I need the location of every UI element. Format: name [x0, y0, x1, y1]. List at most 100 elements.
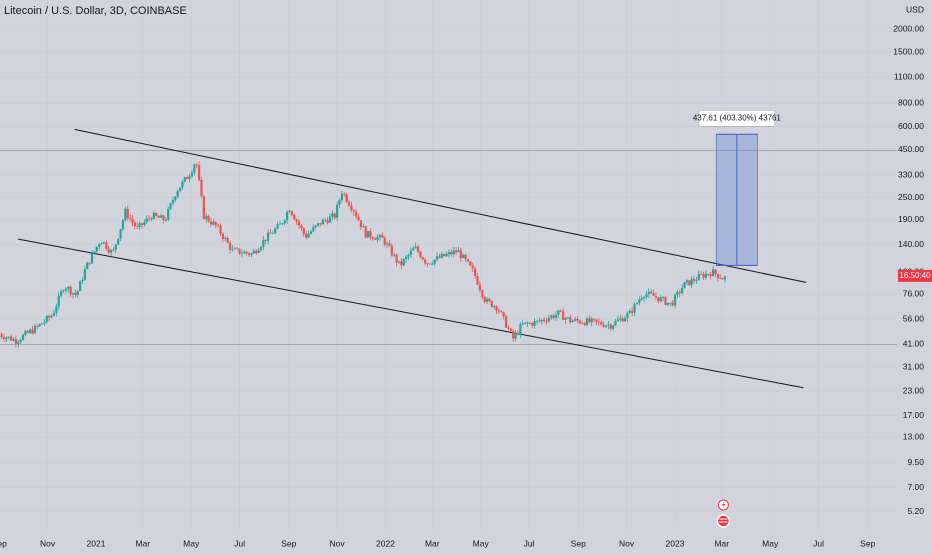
candle-body	[74, 293, 76, 295]
candle-body	[541, 320, 543, 321]
candle-body	[238, 249, 240, 254]
us-flag-icon[interactable]	[717, 515, 729, 527]
candle-body	[300, 225, 302, 228]
candle-body	[129, 218, 131, 219]
candle-body	[531, 323, 533, 326]
candle-body	[12, 339, 14, 340]
candle-body	[169, 203, 171, 209]
candle-body	[695, 280, 697, 281]
candle-body	[403, 259, 405, 265]
candle-body	[672, 303, 674, 306]
candle-body	[93, 251, 95, 253]
candle-body	[412, 248, 414, 250]
candle-body	[517, 333, 519, 334]
candle-body	[434, 260, 436, 264]
candle-body	[29, 330, 31, 333]
candle-body	[5, 338, 7, 340]
candle-body	[455, 250, 457, 252]
candle-body	[334, 214, 336, 218]
candle-body	[143, 222, 145, 225]
candle-body	[346, 194, 348, 201]
candle-body	[89, 263, 91, 264]
candle-body	[53, 313, 55, 316]
candle-body	[327, 220, 329, 222]
y-tick-label: 140.00	[898, 239, 924, 249]
candle-body	[505, 316, 507, 327]
candle-body	[186, 177, 188, 179]
candle-body	[188, 177, 190, 179]
candle-body	[124, 209, 126, 220]
candle-body	[476, 276, 478, 285]
candle-body	[39, 324, 41, 326]
x-tick-label: May	[473, 538, 490, 548]
price-range-label: 437.61 (403.30%) 43761	[693, 113, 782, 122]
candle-body	[222, 234, 224, 239]
candle-body	[341, 194, 343, 200]
candle-body	[622, 318, 624, 321]
candle-body	[77, 291, 79, 295]
candle-body	[241, 253, 243, 254]
candle-body	[98, 244, 100, 247]
candle-body	[336, 205, 338, 218]
candle-body	[721, 278, 723, 279]
candle-body	[636, 303, 638, 304]
chart-title: Litecoin / U.S. Dollar, 3D, COINBASE	[4, 5, 187, 17]
candle-body	[267, 233, 269, 241]
candle-body	[450, 252, 452, 254]
candle-body	[139, 223, 141, 227]
y-tick-label: 31.00	[903, 361, 925, 371]
candle-body	[103, 242, 105, 243]
candle-body	[488, 299, 490, 301]
candle-body	[210, 221, 212, 224]
candle-body	[148, 218, 150, 219]
candle-body	[307, 234, 309, 238]
candle-body	[667, 303, 669, 305]
candle-body	[629, 311, 631, 313]
candle-body	[367, 231, 369, 237]
candle-body	[291, 211, 293, 215]
candle-body	[550, 316, 552, 319]
candle-body	[626, 313, 628, 318]
candle-body	[598, 322, 600, 323]
candle-body	[234, 248, 236, 249]
candle-body	[322, 220, 324, 225]
candle-body	[662, 297, 664, 298]
candle-body	[710, 274, 712, 276]
candle-body	[338, 200, 340, 205]
candle-body	[681, 288, 683, 293]
candle-body	[605, 325, 607, 326]
candle-body	[203, 196, 205, 219]
y-tick-label: 23.00	[903, 385, 925, 395]
candle-body	[603, 325, 605, 327]
candle-body	[208, 216, 210, 221]
candle-body	[529, 323, 531, 324]
candle-body	[429, 264, 431, 265]
candle-body	[717, 274, 719, 278]
candle-body	[384, 238, 386, 245]
channel-trendline[interactable]	[18, 239, 803, 388]
candle-body	[96, 247, 98, 252]
candle-body	[593, 319, 595, 320]
candle-body	[331, 214, 333, 217]
candle-body	[631, 311, 633, 313]
candle-body	[167, 209, 169, 220]
channel-trendline[interactable]	[75, 129, 806, 282]
y-tick-label: 330.00	[898, 169, 924, 179]
candle-body	[10, 337, 12, 341]
candle-body	[448, 252, 450, 254]
candle-body	[229, 243, 231, 250]
candle-body	[514, 333, 516, 339]
candle-body	[469, 262, 471, 266]
candle-body	[105, 242, 107, 249]
candle-body	[526, 323, 528, 324]
candle-body	[215, 222, 217, 226]
x-tick-label: May	[762, 538, 779, 548]
candle-body	[184, 177, 186, 181]
candle-body	[700, 274, 702, 275]
candle-body	[288, 211, 290, 212]
candle-body	[131, 219, 133, 223]
candle-body	[660, 297, 662, 301]
candle-body	[343, 194, 345, 195]
y-tick-label: 7.00	[907, 482, 924, 492]
